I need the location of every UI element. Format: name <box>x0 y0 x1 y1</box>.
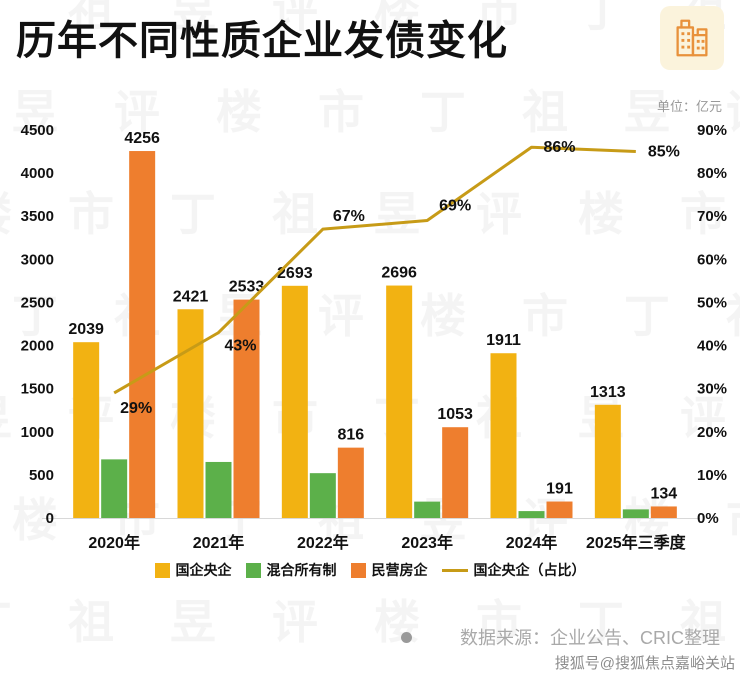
line-point-label: 43% <box>225 338 257 355</box>
unit-label: 单位：亿元 <box>656 99 722 114</box>
buildings-icon <box>660 6 724 70</box>
buildings-icon-glyph <box>676 19 708 57</box>
bar-民营房企 <box>650 506 677 518</box>
page-title: 历年不同性质企业发债变化 <box>16 19 508 63</box>
bar-value-label: 1053 <box>437 406 473 423</box>
left-axis-tick: 3500 <box>21 208 54 225</box>
x-axis-label: 2023年 <box>401 533 453 552</box>
right-axis-tick: 90% <box>697 122 727 139</box>
legend-label: 国企央企 <box>175 562 232 578</box>
watermark-char: 昱 <box>170 596 216 648</box>
bar-value-label: 2421 <box>173 288 209 305</box>
line-point-label: 67% <box>333 208 365 225</box>
right-axis-tick: 0% <box>697 510 719 527</box>
sohu-watermark-text: 搜狐号@搜狐焦点嘉峪关站 <box>554 655 735 672</box>
left-axis-tick: 3000 <box>21 251 54 268</box>
right-axis-tick: 30% <box>697 381 727 398</box>
legend-label: 国企央企（占比） <box>473 562 586 578</box>
right-axis-tick: 50% <box>697 294 727 311</box>
bar-民营房企 <box>442 427 469 518</box>
x-axis-label: 2021年 <box>193 533 245 552</box>
x-axis-label: 2022年 <box>297 533 349 552</box>
right-axis-tick: 40% <box>697 338 727 355</box>
x-axis-label: 2024年 <box>506 533 558 552</box>
watermark-char: 评 <box>272 596 318 648</box>
bar-value-label: 816 <box>337 427 364 444</box>
left-axis-tick: 1500 <box>21 381 54 398</box>
line-series <box>113 145 636 395</box>
legend-square-marker-icon <box>154 562 170 578</box>
bar-value-label: 191 <box>546 481 573 498</box>
line-point-label: 86% <box>544 139 576 156</box>
legend-square-marker-icon <box>350 562 366 578</box>
data-source: 数据来源：企业公告、CRIC整理 <box>401 624 720 650</box>
bar-民营房企 <box>233 299 260 518</box>
bar-混合所有制 <box>205 461 232 518</box>
watermark-char: 祖 <box>68 596 114 648</box>
bar-value-label: 2533 <box>229 279 265 296</box>
left-axis-tick: 4500 <box>21 122 54 139</box>
bar-国企央企 <box>281 285 308 518</box>
left-axis-tick: 4000 <box>21 165 54 182</box>
legend-label: 混合所有制 <box>266 562 337 578</box>
bar-value-label: 2693 <box>277 265 313 282</box>
bar-国企央企 <box>177 309 204 518</box>
legend-label: 民营房企 <box>371 562 428 578</box>
data-source-text: 数据来源：企业公告、CRIC整理 <box>460 628 720 648</box>
right-axis-tick: 80% <box>697 165 727 182</box>
left-axis-tick: 500 <box>29 467 54 484</box>
legend-square-marker-icon <box>245 562 261 578</box>
bar-混合所有制 <box>622 509 649 518</box>
bar-value-label: 4256 <box>124 130 160 147</box>
x-axis-label: 2020年 <box>88 533 140 552</box>
watermark-char: 丁 <box>0 586 12 652</box>
right-axis-tick: 20% <box>697 424 727 441</box>
legend-item: 民营房企 <box>350 560 428 580</box>
bar-混合所有制 <box>414 501 441 518</box>
bar-混合所有制 <box>101 459 128 518</box>
bar-value-label: 134 <box>650 485 677 502</box>
bar-混合所有制 <box>518 511 545 518</box>
line-point-label: 29% <box>120 400 152 417</box>
x-axis-label: 2025年三季度 <box>586 533 687 552</box>
right-axis-tick: 70% <box>697 208 727 225</box>
bond-issuance-chart: 0 500 1000 1500 2000 2500 3000 3500 4000 4500 0% 10… <box>21 122 727 552</box>
bar-民营房企 <box>546 501 573 518</box>
bar-国企央企 <box>73 342 100 518</box>
left-axis-tick: 1000 <box>21 424 54 441</box>
bar-混合所有制 <box>309 473 336 518</box>
watermark-char: 丁 <box>0 0 12 40</box>
bar-value-label: 2696 <box>381 265 417 282</box>
left-axis-tick: 2500 <box>21 294 54 311</box>
legend-item: 国企央企 <box>154 560 232 580</box>
bar-国企央企 <box>490 353 517 518</box>
left-axis-tick: 0 <box>46 510 54 527</box>
bar-value-label: 1911 <box>486 332 521 349</box>
bar-国企央企 <box>594 404 621 518</box>
bar-国企央企 <box>386 285 413 518</box>
bar-value-label: 1313 <box>590 384 626 401</box>
right-axis-tick: 60% <box>697 251 727 268</box>
left-axis-tick: 2000 <box>21 338 54 355</box>
legend-item: 混合所有制 <box>245 560 337 580</box>
bar-民营房企 <box>129 151 156 519</box>
legend-item: 国企央企（占比） <box>441 560 586 580</box>
right-axis-tick: 10% <box>697 467 727 484</box>
bar-民营房企 <box>337 447 364 518</box>
legend: 国企央企 混合所有制 民营房企 国企央企（占比） <box>0 560 740 580</box>
line-point-label: 85% <box>648 144 680 161</box>
bullet-dot-icon <box>401 631 412 643</box>
legend-line-marker-icon <box>441 568 468 572</box>
watermark-char: 丁 <box>578 0 624 36</box>
line-point-label: 69% <box>439 198 471 215</box>
bar-value-label: 2039 <box>68 321 104 338</box>
